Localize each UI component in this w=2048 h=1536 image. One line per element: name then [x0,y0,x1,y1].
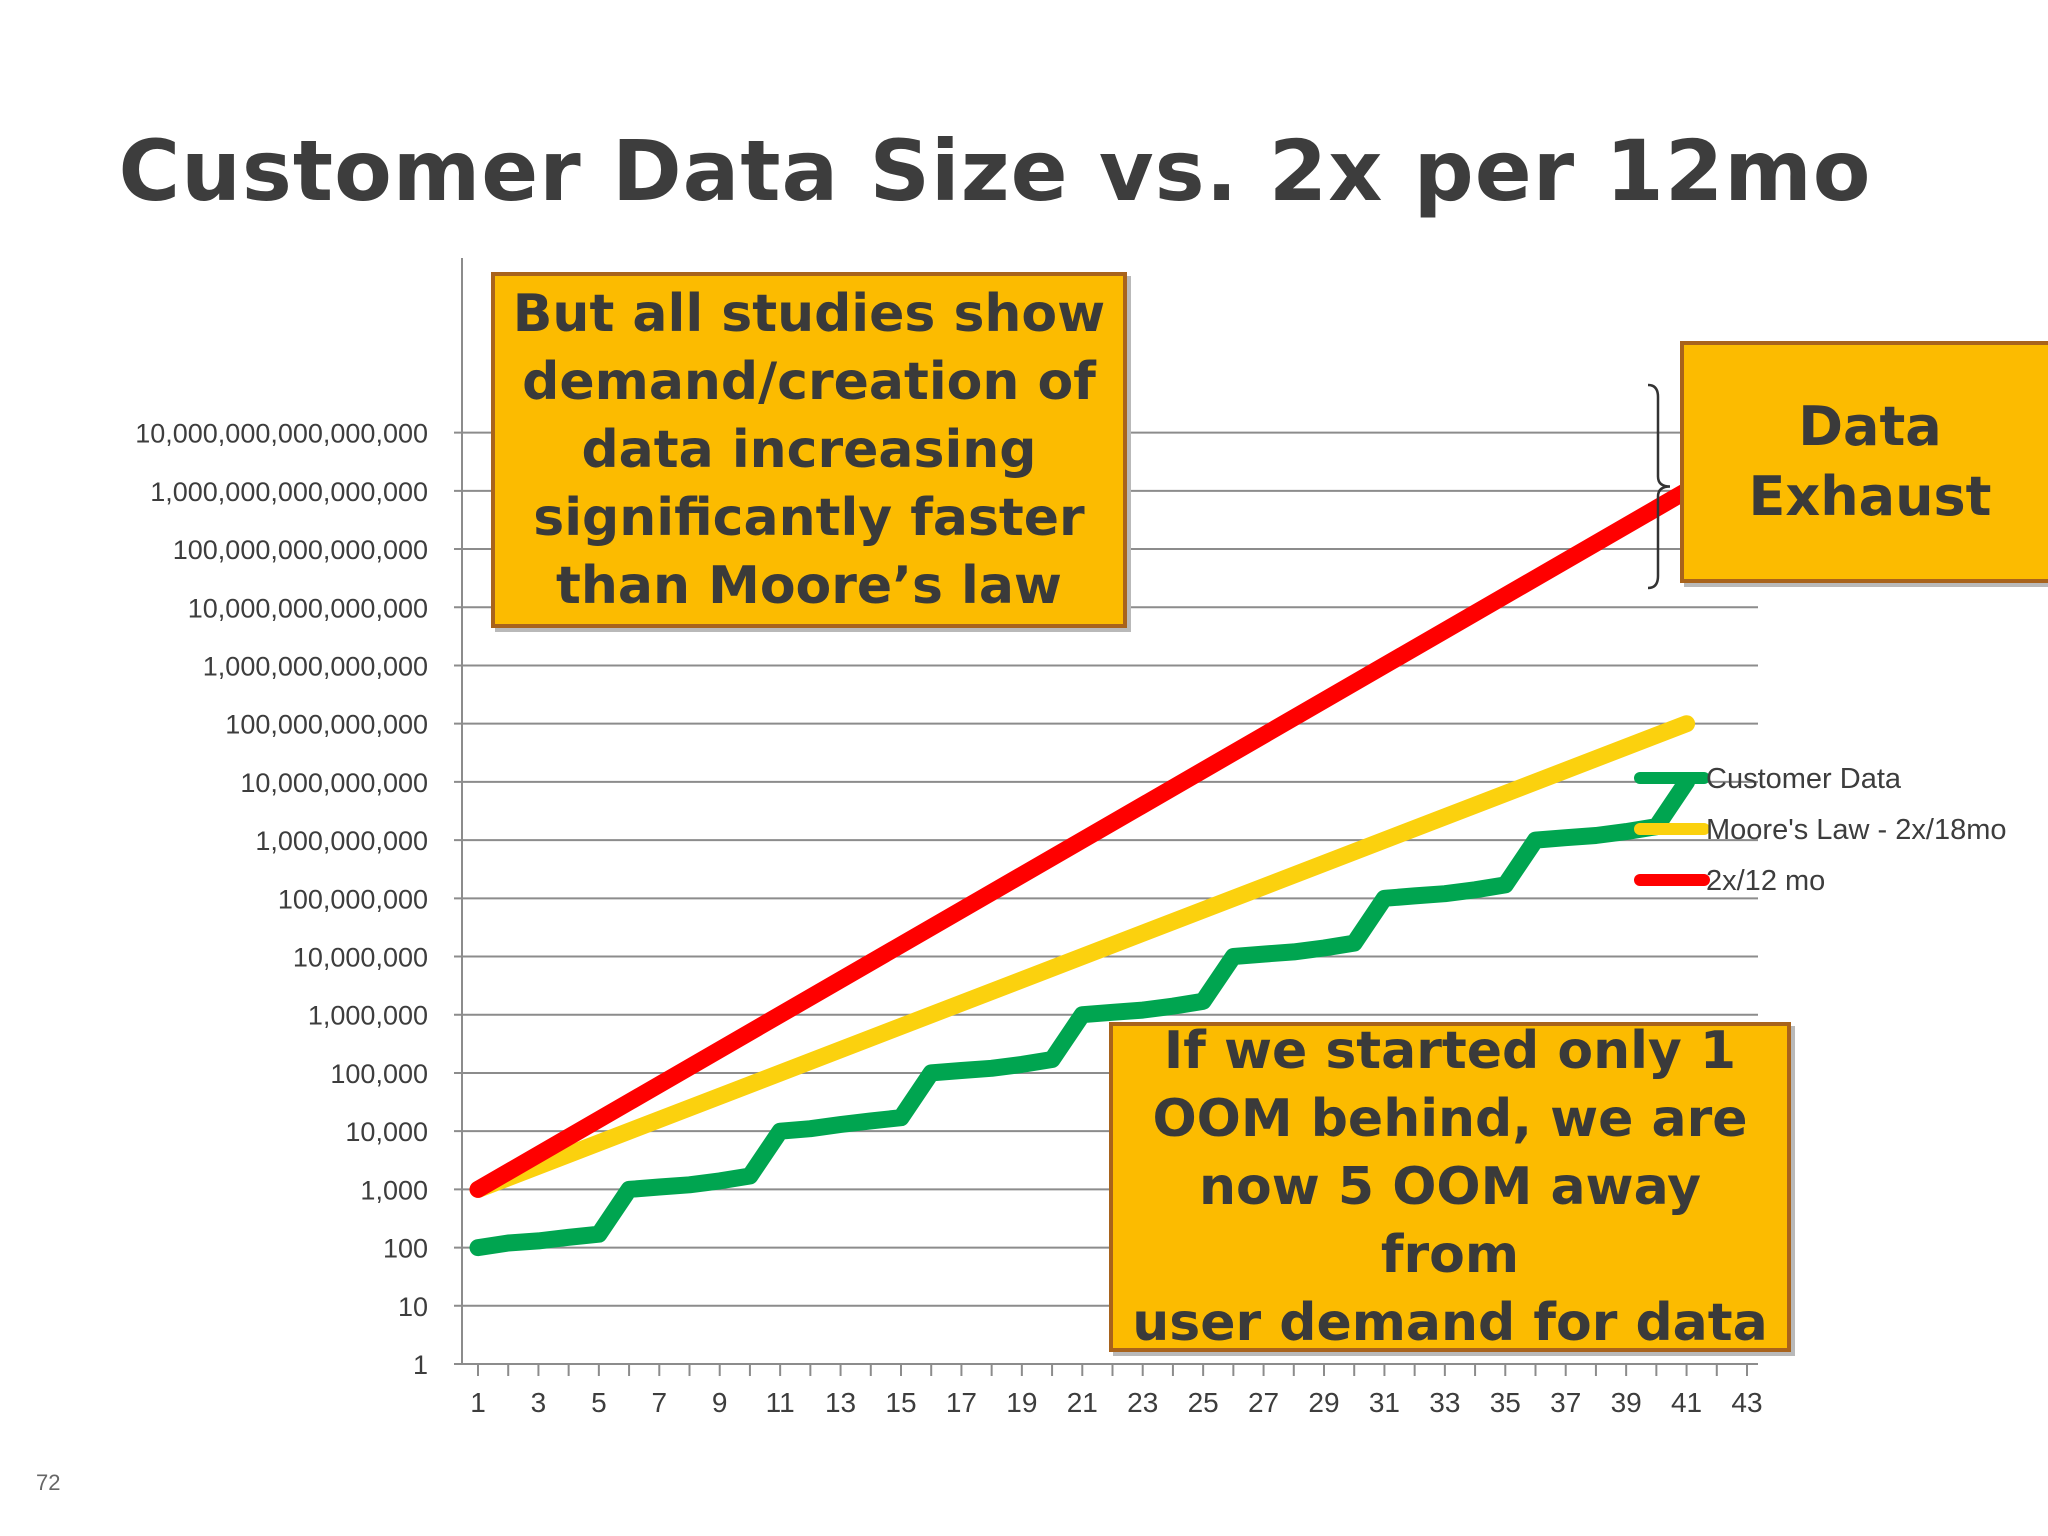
legend-label: Customer Data [1706,763,1902,795]
y-tick-label: 1,000,000,000 [255,826,428,856]
x-tick-label: 19 [1006,1387,1037,1418]
x-tick-label: 41 [1671,1387,1702,1418]
x-tick-label: 15 [885,1387,916,1418]
legend-label: Moore's Law - 2x/18mo [1706,814,2007,846]
callout-moores-law: But all studies show demand/creation of … [491,272,1127,628]
y-tick-label: 1 [413,1350,428,1380]
y-tick-label: 100,000,000 [278,884,428,914]
y-tick-label: 1,000 [360,1175,428,1205]
x-tick-label: 35 [1490,1387,1521,1418]
y-tick-label: 1,000,000 [308,1001,428,1031]
x-tick-label: 3 [531,1387,547,1418]
y-tick-label: 10,000,000,000,000,000 [135,419,428,449]
brace-path [1647,383,1671,590]
y-tick-label: 10,000,000 [293,943,428,973]
x-tick-label: 1 [470,1387,486,1418]
legend-label: 2x/12 mo [1706,865,1825,897]
2x-12-mo-series-line [469,482,1696,1198]
y-tick-label: 1,000,000,000,000,000 [150,477,428,507]
y-tick-label: 100 [383,1234,428,1264]
callout-oom-behind: If we started only 1 OOM behind, we are … [1109,1021,1791,1353]
callout-data-exhaust-text: Data Exhaust [1748,395,1992,528]
x-tick-label: 23 [1127,1387,1158,1418]
x-tick-label: 33 [1429,1387,1460,1418]
axes: 1 10 100 1,000 10,000 100,000 1,000,000 10,000,… [135,258,1763,1418]
x-tick-label: 7 [651,1387,667,1418]
x-tick-label: 37 [1550,1387,1581,1418]
x-tick-label: 17 [946,1387,977,1418]
x-tick-label: 11 [766,1387,795,1418]
x-tick-label: 29 [1308,1387,1339,1418]
customer-data-series-line [469,773,1696,1257]
y-tick-label: 10,000 [345,1117,428,1147]
x-tick-label: 43 [1731,1387,1762,1418]
callout-oom-behind-text: If we started only 1 OOM behind, we are … [1132,1021,1768,1353]
y-tick-label: 100,000,000,000 [225,710,428,740]
x-tick-label: 39 [1611,1387,1642,1418]
y-tick-label: 100,000,000,000,000 [173,535,428,565]
y-tick-label: 10,000,000,000,000 [188,593,428,623]
x-tick-label: 9 [712,1387,728,1418]
callout-moores-law-text: But all studies show demand/creation of … [512,284,1106,616]
moore-s-law-2x-18mo-series-line [469,715,1696,1198]
x-tick-label: 5 [591,1387,607,1418]
y-tick-label: 1,000,000,000,000 [203,651,428,681]
y-tick-label: 10,000,000,000 [240,768,428,798]
x-tick-label: 21 [1067,1387,1098,1418]
legend: Customer Data Moore's Law - 2x/18mo 2x/12 … [1634,763,2007,897]
x-tick-label: 13 [825,1387,856,1418]
page-title: Customer Data Size vs. 2x per 12mo [118,122,1872,220]
x-tick-label: 25 [1188,1387,1219,1418]
y-tick-label: 100,000 [330,1059,428,1089]
data-exhaust-brace [1647,383,1671,590]
callout-data-exhaust: Data Exhaust [1680,341,2048,583]
x-tick-label: 31 [1369,1387,1400,1418]
page-number: 72 [36,1470,61,1495]
series-lines [469,482,1696,1257]
x-tick-label: 27 [1248,1387,1279,1418]
y-tick-label: 10 [398,1292,428,1322]
